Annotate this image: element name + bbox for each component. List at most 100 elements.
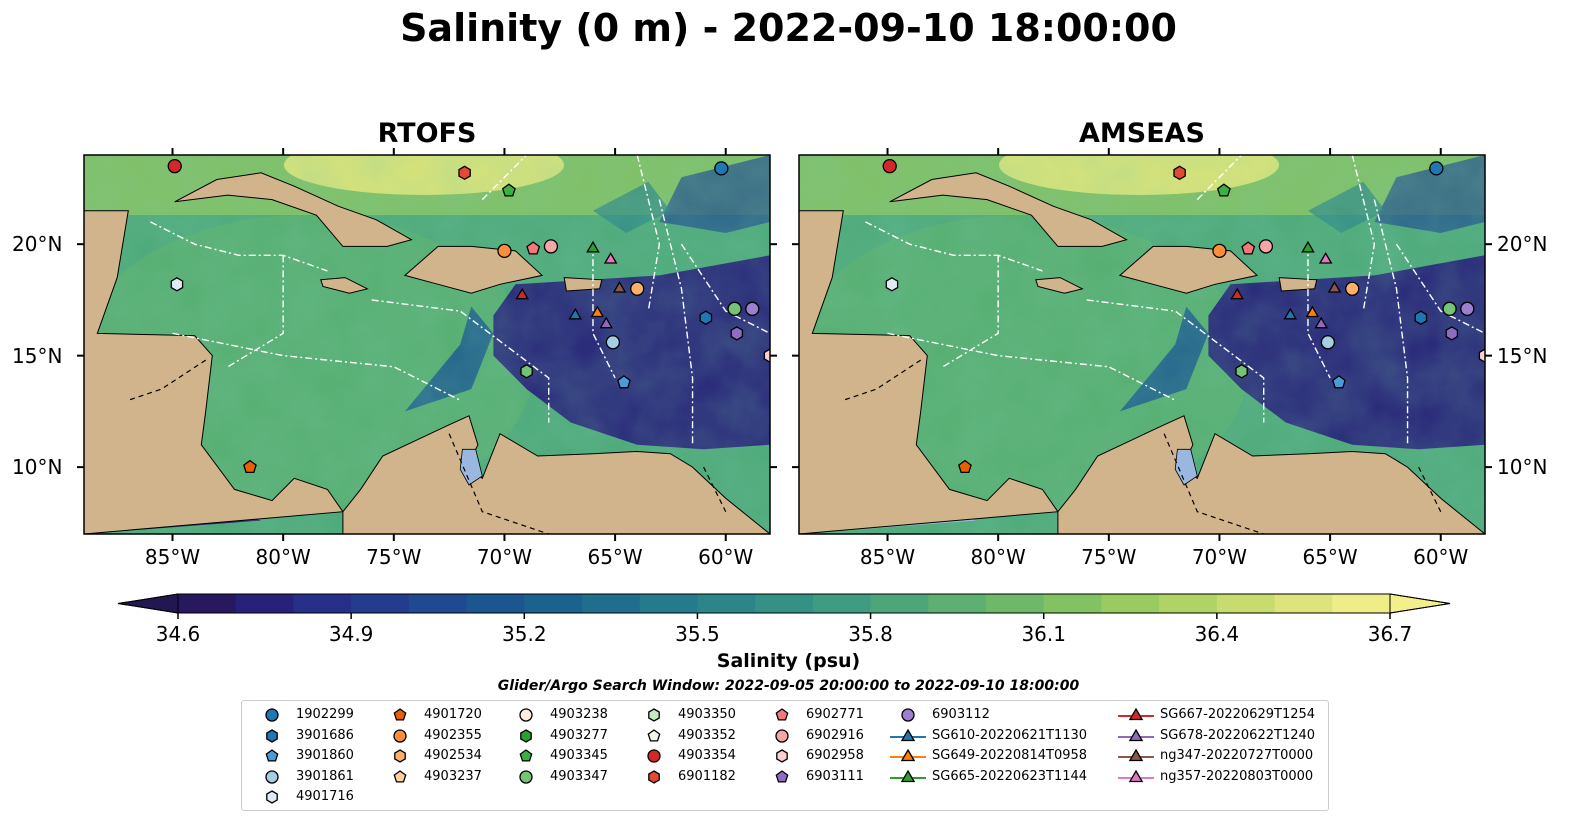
panel-title-rtofs: RTOFS [377, 118, 477, 149]
legend-label: 4903354 [678, 748, 736, 763]
lon-tick-label: 60°W [1413, 545, 1469, 569]
map-marker-4 [885, 277, 899, 292]
colorbar [117, 593, 1451, 619]
legend-label: 4903345 [550, 748, 608, 763]
legend-hexagon-icon [266, 728, 278, 743]
colorbar-segment [1101, 594, 1160, 613]
lat-tick-label-right: 20°N [1497, 232, 1548, 257]
legend-triangle-icon [900, 769, 916, 782]
map-marker-7 [1258, 239, 1274, 254]
map-marker-17 [1332, 375, 1346, 389]
legend-marker-icon [393, 769, 407, 783]
map-marker-5 [1212, 243, 1227, 259]
legend-label: 6903112 [932, 707, 990, 722]
colorbar-label: Salinity (psu) [716, 650, 861, 672]
legend-label: SG678-20220622T1240 [1160, 727, 1316, 743]
map-marker-0 [882, 158, 897, 174]
lon-tick-label: 75°W [1081, 545, 1137, 569]
map-marker-18 [520, 364, 533, 379]
map-marker-3 [501, 183, 516, 197]
map-marker-14 [1327, 281, 1342, 293]
legend-marker-icon [775, 708, 789, 721]
map-marker-2 [1429, 161, 1444, 176]
colorbar-tick-label: 36.1 [1021, 622, 1066, 646]
legend-marker-icon [265, 749, 279, 762]
map-marker-12 [590, 305, 605, 318]
legend-label: 3901860 [296, 748, 354, 763]
legend-pentagon-icon [775, 769, 789, 783]
legend-circle-icon [775, 728, 789, 743]
search-window-note: Glider/Argo Search Window: 2022-09-05 20… [497, 678, 1080, 694]
colorbar-segment [235, 594, 294, 613]
colorbar-segment [697, 594, 756, 613]
legend-hexagon-icon [776, 749, 788, 763]
map-marker-11 [568, 307, 583, 320]
colorbar-segment [293, 594, 352, 613]
colorbar-segment [178, 594, 237, 613]
legend-label: SG610-20220621T1130 [932, 727, 1088, 743]
legend-label: SG667-20220629T1254 [1160, 707, 1316, 722]
legend-marker-icon [775, 769, 789, 783]
map-marker-5 [497, 243, 512, 259]
legend-label: 6902771 [806, 707, 864, 722]
legend-label: SG665-20220623T1144 [932, 768, 1088, 784]
map-marker-13 [599, 316, 614, 329]
colorbar-tick-label: 34.9 [328, 622, 374, 646]
colorbar-segment [1332, 594, 1391, 613]
legend-marker-icon [265, 769, 279, 784]
map-marker-12 [1305, 305, 1320, 318]
colorbar-segment [870, 594, 929, 613]
legend-marker-icon [776, 749, 788, 763]
legend-triangle-icon [900, 748, 916, 762]
legend-pentagon-icon [775, 708, 789, 721]
legend-pentagon-icon [519, 749, 533, 762]
legend-pentagon-icon [393, 769, 407, 783]
legend-hexagon-icon [394, 749, 406, 763]
legend-marker-icon [1118, 707, 1154, 721]
legend-label: 4903277 [550, 727, 608, 743]
legend-marker-icon [393, 708, 407, 721]
map-marker-23 [763, 348, 770, 363]
legend-label: 3901686 [296, 727, 354, 743]
legend-circle-icon [393, 728, 407, 743]
colorbar-segment [1043, 594, 1102, 613]
legend-label: 6902916 [806, 727, 864, 743]
colorbar-segment [351, 594, 410, 613]
map-panel-rtofs [84, 155, 770, 534]
legend-label: 4901716 [296, 789, 354, 804]
legend-label: 4903352 [678, 727, 736, 743]
lon-tick-label: 85°W [859, 545, 916, 569]
legend-label: ng347-20220727T0000 [1160, 748, 1314, 763]
legend-label: 4902534 [424, 748, 482, 763]
legend-circle-icon [647, 749, 661, 763]
legend-hexagon-icon [648, 769, 660, 784]
map-marker-10 [515, 287, 529, 300]
legend-marker-icon [890, 748, 926, 762]
legend-label: 6901182 [678, 768, 736, 784]
legend-circle-icon [265, 769, 279, 784]
colorbar-tick-label: 35.5 [675, 622, 720, 646]
legend-triangle-icon [1128, 769, 1144, 782]
legend-label: 6903111 [806, 768, 864, 784]
legend-marker-icon [266, 790, 278, 804]
map-marker-3 [1216, 183, 1231, 197]
map-marker-0 [167, 158, 182, 174]
map-marker-19 [1414, 310, 1428, 325]
figure-title: Salinity (0 m) - 2022-09-10 18:00:00 [400, 6, 1177, 50]
colorbar-segment [1216, 594, 1276, 613]
map-marker-20 [727, 301, 742, 316]
legend-label: 1902299 [296, 707, 354, 722]
colorbar-segment [812, 594, 872, 613]
map-marker-1 [1173, 165, 1186, 181]
colorbar-segment [986, 594, 1045, 613]
colorbar-segment [408, 594, 468, 613]
lon-tick-label: 60°W [698, 545, 754, 569]
map-marker-17 [617, 375, 631, 389]
legend-marker-icon [647, 728, 661, 742]
legend-label: 4903347 [550, 768, 608, 784]
legend-marker-icon [1118, 769, 1154, 782]
map-marker-8 [586, 240, 600, 253]
map-marker-6 [526, 241, 541, 255]
colorbar-segment [1159, 594, 1218, 613]
legend-marker-icon [520, 728, 532, 743]
